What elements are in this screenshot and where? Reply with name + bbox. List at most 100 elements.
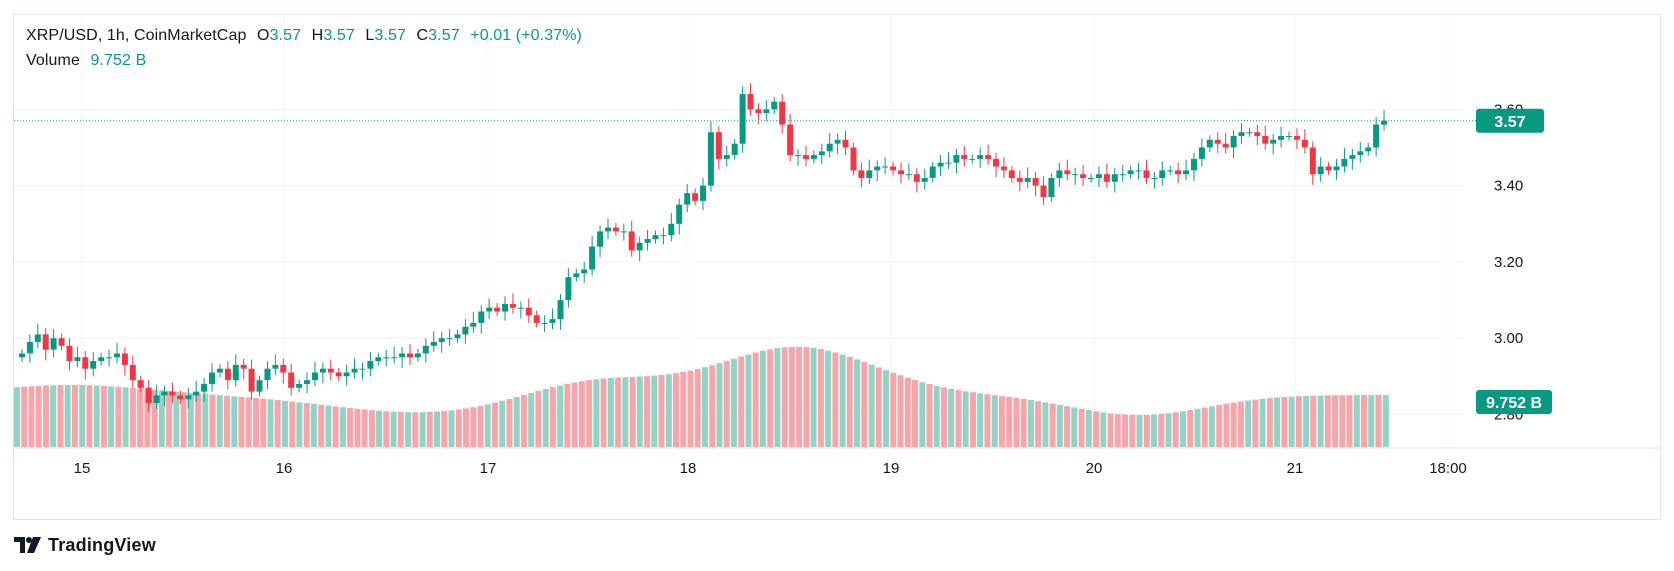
candle-body — [1159, 170, 1166, 178]
volume-bar — [1093, 411, 1100, 447]
volume-bar — [868, 364, 875, 447]
volume-bar — [245, 397, 252, 447]
volume-bar — [651, 375, 658, 447]
candle-body — [1040, 185, 1047, 197]
ohlc-legend: XRP/USD, 1h, CoinMarketCap O3.57 H3.57 L… — [26, 27, 582, 45]
volume-bar — [702, 367, 708, 447]
volume-bar — [434, 411, 440, 447]
tradingview-logo-icon — [14, 537, 41, 553]
volume-bar — [499, 400, 506, 447]
volume-bar — [361, 409, 368, 447]
volume-bar — [1375, 395, 1382, 447]
chart-canvas[interactable]: 2.803.003.203.403.601516171819202118:003… — [14, 15, 1661, 520]
candle-body — [1119, 174, 1126, 176]
volume-bar — [629, 376, 636, 447]
volume-bar — [224, 395, 230, 447]
volume-bar — [1245, 400, 1252, 447]
candle-body — [296, 384, 303, 388]
candle-body — [240, 364, 247, 369]
candle-body — [430, 342, 437, 346]
x-tick-label: 20 — [1086, 460, 1103, 477]
candle-body — [1333, 166, 1340, 171]
candle-body — [739, 94, 746, 144]
volume-bar — [274, 400, 281, 447]
volume-bar — [919, 382, 926, 447]
candle-body — [890, 166, 897, 171]
volume-bar — [1216, 405, 1223, 447]
candle-body — [913, 174, 920, 182]
low-value: 3.57 — [374, 27, 406, 44]
volume-bar — [774, 348, 781, 447]
volume-bar — [419, 412, 426, 447]
tradingview-brand: TradingView — [48, 534, 156, 555]
candle-body — [335, 372, 342, 377]
candle-body — [1135, 170, 1142, 172]
candle-body — [161, 391, 168, 396]
candle-body — [921, 178, 928, 182]
volume-bar — [977, 393, 984, 447]
volume-bar — [1194, 408, 1201, 447]
candle-body — [1072, 174, 1079, 176]
candle-body — [280, 364, 287, 373]
candle-body — [707, 132, 714, 186]
x-tick-label: 18 — [680, 460, 697, 477]
volume-bar — [600, 378, 607, 447]
volume-bar — [998, 396, 1005, 447]
candle-body — [232, 364, 239, 381]
volume-bar — [376, 410, 383, 447]
volume-bar — [1122, 414, 1128, 447]
candle-body — [937, 162, 944, 167]
tradingview-footer[interactable]: TradingView — [14, 533, 156, 557]
volume-bar — [1201, 407, 1208, 447]
candle-body — [1206, 139, 1213, 148]
volume-bar — [1136, 415, 1143, 447]
volume-bar — [1303, 396, 1310, 447]
volume-bar — [412, 412, 419, 447]
volume-bar — [1013, 398, 1020, 447]
volume-bar — [43, 385, 49, 447]
volume-bar — [933, 385, 940, 447]
volume-bar — [339, 407, 346, 447]
volume-value: 9.752 B — [90, 52, 147, 69]
candle-body — [454, 334, 461, 339]
volume-bar — [1339, 395, 1346, 447]
candle-body — [58, 338, 65, 346]
chart-container[interactable]: 2.803.003.203.403.601516171819202118:003… — [13, 14, 1661, 520]
candle-body — [209, 372, 215, 384]
volume-bar — [470, 407, 477, 447]
candle-body — [541, 322, 548, 324]
candle-body — [961, 155, 968, 159]
volume-bar — [578, 381, 585, 447]
volume-bar — [455, 409, 462, 447]
candle-body — [779, 101, 786, 125]
candle-body — [478, 311, 485, 323]
volume-bar — [1346, 395, 1353, 447]
volume-bar — [861, 362, 868, 447]
volume-bar — [644, 376, 651, 447]
candle-body — [1381, 120, 1387, 125]
volume-bar — [216, 395, 223, 447]
candle-body — [193, 391, 200, 396]
x-tick-label: 19 — [883, 460, 900, 477]
volume-bar — [1274, 397, 1281, 447]
candle-body — [1096, 174, 1102, 178]
volume-bar — [100, 385, 107, 447]
candle-body — [414, 353, 421, 358]
candle-body — [605, 227, 611, 232]
x-tick-label: 17 — [480, 460, 497, 477]
candle-body — [620, 231, 627, 233]
volume-bar — [716, 363, 723, 447]
volume-bar — [332, 406, 339, 447]
volume-bar — [709, 365, 716, 447]
candle-body — [375, 357, 382, 362]
volume-bar — [310, 403, 317, 447]
volume-bar — [405, 412, 412, 447]
candle-body — [866, 170, 873, 178]
candle-body — [1230, 136, 1237, 148]
candle-body — [771, 101, 778, 110]
candle-body — [486, 307, 493, 312]
candle-body — [351, 368, 358, 373]
volume-bar — [535, 391, 542, 447]
volume-bar — [115, 386, 122, 447]
candle-body — [993, 158, 999, 167]
